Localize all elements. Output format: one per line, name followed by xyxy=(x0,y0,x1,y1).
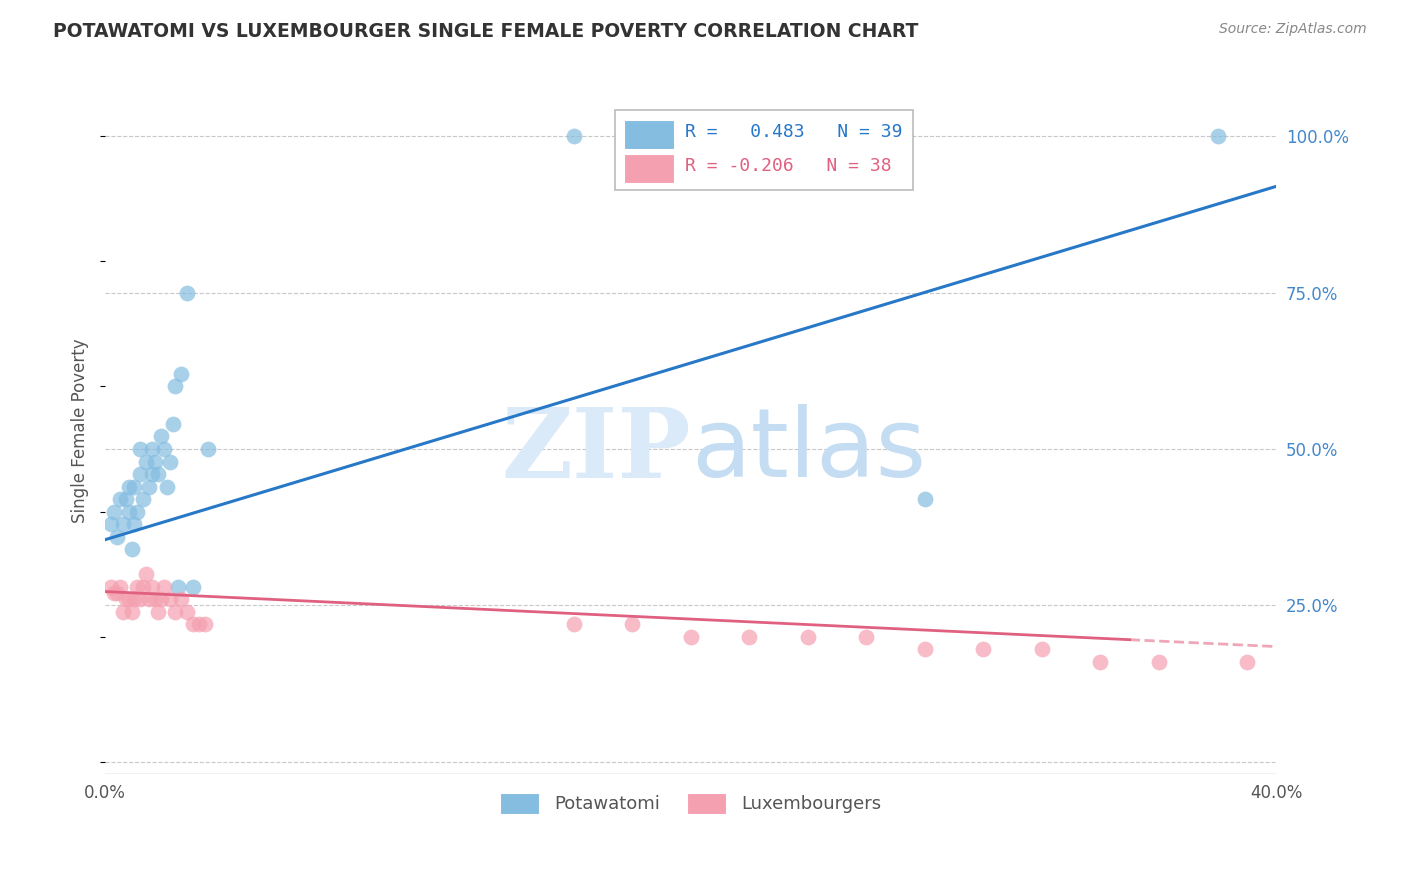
Point xyxy=(117,504,139,518)
Text: R =   0.483   N = 39: R = 0.483 N = 39 xyxy=(685,123,903,141)
FancyBboxPatch shape xyxy=(624,153,675,184)
Point xyxy=(141,580,163,594)
Point xyxy=(149,592,172,607)
Point xyxy=(143,454,166,468)
Point xyxy=(176,285,198,300)
Point xyxy=(117,592,139,607)
Point xyxy=(132,491,155,506)
Point xyxy=(156,479,179,493)
Point xyxy=(914,491,936,506)
Text: atlas: atlas xyxy=(690,404,925,498)
Point xyxy=(723,129,745,144)
Point xyxy=(162,417,184,431)
Point xyxy=(132,580,155,594)
Point xyxy=(129,442,152,456)
Point xyxy=(796,630,818,644)
Point xyxy=(1090,655,1112,669)
Point xyxy=(103,586,125,600)
Point xyxy=(738,630,761,644)
Point xyxy=(129,592,152,607)
Text: Source: ZipAtlas.com: Source: ZipAtlas.com xyxy=(1219,22,1367,37)
Point xyxy=(170,367,193,381)
Point xyxy=(105,586,128,600)
Point xyxy=(679,129,702,144)
FancyBboxPatch shape xyxy=(624,120,675,151)
FancyBboxPatch shape xyxy=(614,111,912,189)
Point xyxy=(108,491,131,506)
Legend: Potawatomi, Luxembourgers: Potawatomi, Luxembourgers xyxy=(491,783,890,823)
Point xyxy=(159,592,181,607)
Point xyxy=(100,580,122,594)
Point xyxy=(159,454,181,468)
Point xyxy=(1031,642,1053,657)
Point xyxy=(100,516,122,531)
Point xyxy=(135,454,157,468)
Text: ZIP: ZIP xyxy=(501,404,690,498)
Point xyxy=(127,504,149,518)
Point xyxy=(121,605,143,619)
Point xyxy=(1236,655,1258,669)
Point xyxy=(138,479,160,493)
Point xyxy=(709,129,731,144)
Point xyxy=(105,529,128,543)
Point xyxy=(194,617,217,632)
Point xyxy=(621,617,644,632)
Point xyxy=(679,630,702,644)
Point xyxy=(1206,129,1229,144)
Point xyxy=(165,605,187,619)
Point xyxy=(124,592,146,607)
Point xyxy=(855,630,877,644)
Point xyxy=(165,379,187,393)
Point xyxy=(124,516,146,531)
Point xyxy=(181,617,204,632)
Point xyxy=(562,129,585,144)
Point xyxy=(124,479,146,493)
Point xyxy=(146,605,169,619)
Text: R = -0.206   N = 38: R = -0.206 N = 38 xyxy=(685,157,891,175)
Point xyxy=(152,442,174,456)
Point xyxy=(562,617,585,632)
Point xyxy=(143,592,166,607)
Point xyxy=(114,491,136,506)
Point xyxy=(121,542,143,557)
Point xyxy=(111,516,134,531)
Point xyxy=(170,592,193,607)
Point xyxy=(108,580,131,594)
Point xyxy=(111,605,134,619)
Point xyxy=(129,467,152,481)
Y-axis label: Single Female Poverty: Single Female Poverty xyxy=(72,338,89,523)
Point xyxy=(621,129,644,144)
Point xyxy=(914,642,936,657)
Point xyxy=(138,592,160,607)
Point xyxy=(197,442,219,456)
Point xyxy=(152,580,174,594)
Point xyxy=(167,580,190,594)
Point xyxy=(141,442,163,456)
Point xyxy=(135,567,157,582)
Point xyxy=(187,617,209,632)
Point xyxy=(114,592,136,607)
Point xyxy=(176,605,198,619)
Point xyxy=(103,504,125,518)
Point xyxy=(181,580,204,594)
Point xyxy=(127,580,149,594)
Point xyxy=(972,642,994,657)
Point xyxy=(141,467,163,481)
Text: POTAWATOMI VS LUXEMBOURGER SINGLE FEMALE POVERTY CORRELATION CHART: POTAWATOMI VS LUXEMBOURGER SINGLE FEMALE… xyxy=(53,22,918,41)
Point xyxy=(1147,655,1170,669)
Point xyxy=(146,467,169,481)
Point xyxy=(117,479,139,493)
Point xyxy=(149,429,172,443)
